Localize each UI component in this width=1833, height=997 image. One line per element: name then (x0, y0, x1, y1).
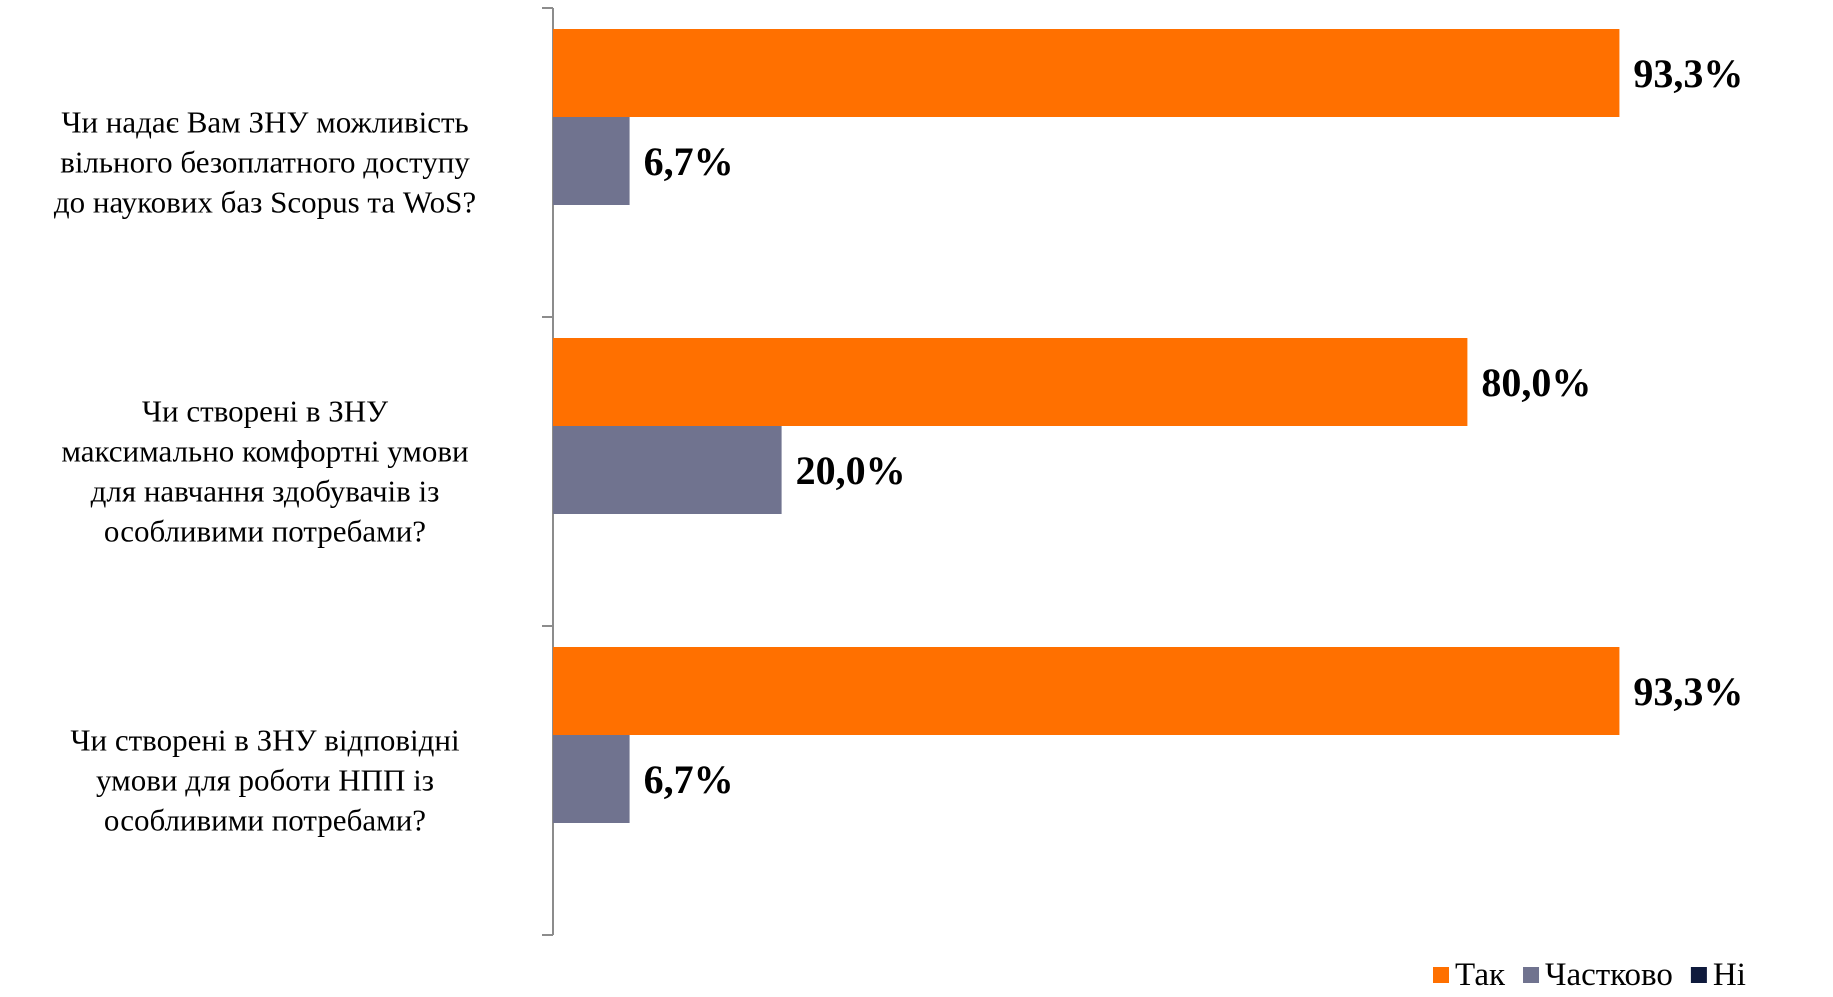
category-label-line: вільного безоплатного доступу (60, 145, 470, 180)
bar-Частково (553, 735, 630, 823)
legend-swatch (1523, 967, 1540, 983)
category-label-line: особливими потребами? (104, 803, 426, 838)
legend-swatch (1433, 967, 1449, 983)
bar-Так (553, 338, 1468, 426)
category-label: Чи надає Вам ЗНУ можливість вільного безо… (54, 105, 476, 220)
bar-Частково (553, 426, 782, 514)
category-label-line: до наукових баз Scopus та WoS? (54, 185, 476, 220)
value-labels: 93,3% 6,7% 80,0% 20,0% 93,3% 6,7% (644, 51, 1744, 802)
bars (553, 29, 1620, 823)
legend-swatch (1690, 967, 1707, 983)
data-label: 6,7% (644, 139, 734, 184)
category-labels: Чи надає Вам ЗНУ можливість вільного безо… (54, 105, 476, 838)
data-label: 93,3% (1633, 669, 1743, 714)
category-label-line: Чи створені в ЗНУ (142, 394, 388, 429)
bar-Так (553, 647, 1620, 735)
category-label-line: Чи надає Вам ЗНУ можливість (61, 105, 468, 140)
category-label-line: Чи створені в ЗНУ відповідні (70, 723, 460, 758)
bar-Так (553, 29, 1620, 117)
category-label-line: максимально комфортні умови (61, 434, 468, 469)
category-label-line: для навчання здобувачів із (91, 474, 440, 509)
category-label-line: умови для роботи НПП із (96, 763, 434, 798)
legend-label: Ні (1713, 957, 1746, 993)
data-label: 20,0% (796, 448, 906, 493)
legend-label: Частково (1545, 957, 1673, 993)
category-label: Чи створені в ЗНУ відповідні умови для ро… (70, 723, 460, 838)
category-axis (542, 7, 554, 936)
category-label-line: особливими потребами? (104, 514, 426, 549)
data-label: 80,0% (1481, 360, 1591, 405)
category-label: Чи створені в ЗНУ максимально комфортні у… (61, 394, 468, 549)
legend-label: Так (1455, 957, 1506, 993)
legend: Так Частково Ні (1433, 957, 1746, 993)
bar-Частково (553, 117, 630, 205)
data-label: 6,7% (644, 757, 734, 802)
data-label: 93,3% (1633, 51, 1743, 96)
